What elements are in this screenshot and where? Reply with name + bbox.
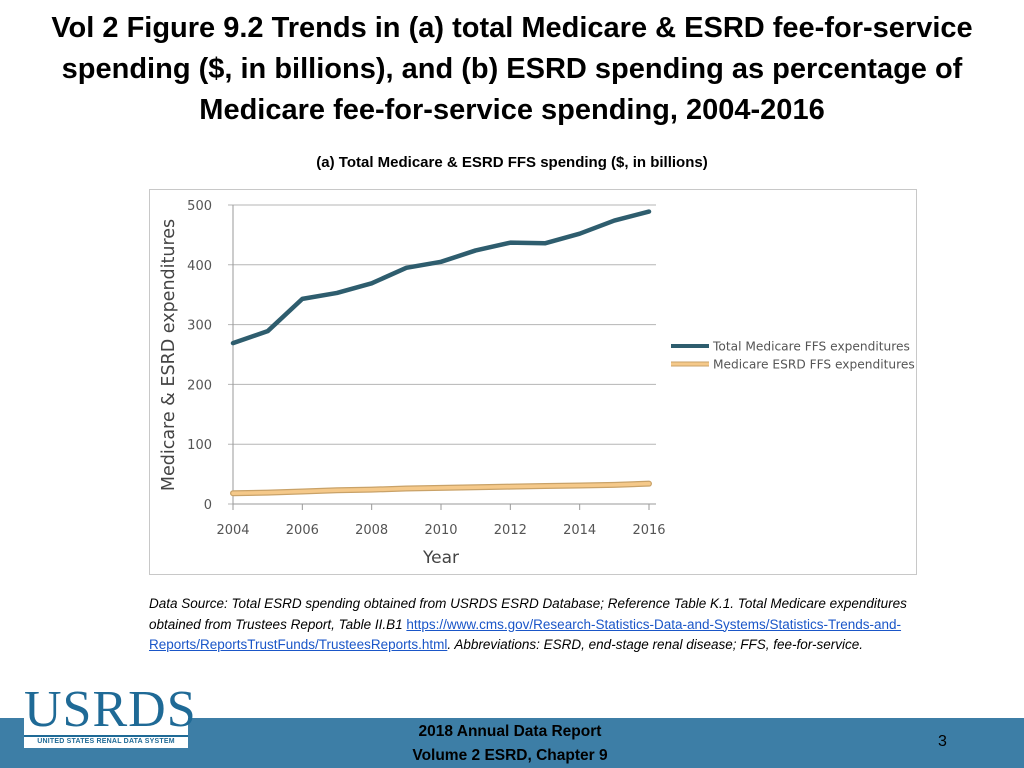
footer-line-2: Volume 2 ESRD, Chapter 9: [412, 747, 608, 764]
usrds-logo: USRDS UNITED STATES RENAL DATA SYSTEM: [24, 684, 196, 748]
logo-wordmark: USRDS: [24, 681, 197, 738]
slide-title: Vol 2 Figure 9.2 Trends in (a) total Med…: [51, 12, 973, 126]
trustees-report-link[interactable]: https://www.cms.gov/Research-Statistics-…: [149, 616, 902, 653]
chart-title: (a) Total Medicare & ESRD FFS spending (…: [316, 154, 708, 171]
logo-rule: [24, 735, 188, 737]
logo-subtitle: UNITED STATES RENAL DATA SYSTEM: [37, 738, 175, 745]
page-number: 3: [938, 733, 947, 750]
footer-line-1: 2018 Annual Data Report: [418, 723, 602, 740]
source-note: Data Source: Total ESRD spending obtaine…: [149, 594, 909, 656]
abbreviations-text: . Abbreviations: ESRD, end-stage renal d…: [447, 637, 864, 652]
footer-report-info: 2018 Annual Data Report Volume 2 ESRD, C…: [360, 720, 660, 768]
source-text: Data Source: Total ESRD spending obtaine…: [149, 596, 907, 632]
chart-frame: [149, 189, 917, 575]
